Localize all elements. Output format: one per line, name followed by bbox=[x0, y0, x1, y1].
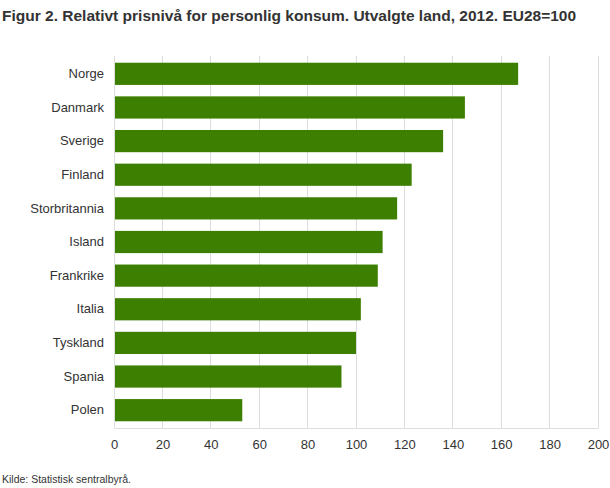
bar bbox=[114, 332, 356, 354]
x-axis: 0 20 40 60 80 100 120 140 160 180 200 bbox=[111, 428, 609, 452]
tick-label: Spania bbox=[64, 369, 105, 384]
tick-label: Island bbox=[69, 234, 104, 249]
tick: 180 bbox=[539, 428, 561, 452]
axis-line bbox=[114, 57, 115, 429]
tick-label: Polen bbox=[71, 402, 104, 417]
tick-label: 60 bbox=[252, 437, 266, 452]
bar bbox=[114, 197, 397, 219]
tick-label: 140 bbox=[442, 437, 464, 452]
tick-label: 160 bbox=[491, 437, 513, 452]
tick: Polen bbox=[71, 402, 114, 417]
tick-label: 100 bbox=[346, 437, 368, 452]
bar bbox=[114, 96, 465, 118]
grid-line bbox=[549, 56, 550, 428]
tick-label: Danmark bbox=[51, 100, 104, 115]
tick-label: Finland bbox=[61, 167, 104, 182]
tick: Norge bbox=[69, 66, 114, 81]
grid-line bbox=[501, 56, 502, 428]
tick: Danmark bbox=[51, 100, 114, 115]
tick: 160 bbox=[491, 428, 513, 452]
source: Kilde: Statistisk sentralbyrå. bbox=[2, 473, 131, 485]
tick-label: 200 bbox=[588, 437, 610, 452]
tick-label: Tyskland bbox=[53, 335, 104, 350]
tick: 100 bbox=[346, 428, 368, 452]
tick: 20 bbox=[156, 428, 170, 452]
tick: Italia bbox=[77, 301, 114, 316]
tick-label: 120 bbox=[394, 437, 416, 452]
bar bbox=[114, 365, 341, 387]
tick: 120 bbox=[394, 428, 416, 452]
chart: Figur 2. Relativt prisnivå for personlig… bbox=[0, 0, 610, 488]
tick: Sverige bbox=[60, 133, 114, 148]
tick-label: Norge bbox=[69, 66, 104, 81]
tick: 40 bbox=[204, 428, 218, 452]
bar bbox=[114, 399, 242, 421]
tick: 0 bbox=[111, 428, 118, 452]
grid-line bbox=[598, 56, 599, 428]
tick: Spania bbox=[64, 369, 114, 384]
tick: Storbritannia bbox=[30, 201, 114, 216]
tick: Frankrike bbox=[50, 268, 114, 283]
tick-label: 0 bbox=[111, 437, 118, 452]
tick-label: Frankrike bbox=[50, 268, 104, 283]
tick: Island bbox=[69, 234, 114, 249]
tick: 80 bbox=[301, 428, 315, 452]
tick: Finland bbox=[61, 167, 114, 182]
bar bbox=[114, 298, 361, 320]
tick: 60 bbox=[252, 428, 266, 452]
tick-label: Storbritannia bbox=[30, 201, 104, 216]
y-axis: Norge Danmark Sverige Finland Storbritannia I… bbox=[30, 57, 114, 429]
bars bbox=[114, 63, 518, 422]
bar bbox=[114, 231, 383, 253]
bar bbox=[114, 164, 412, 186]
tick-label: 40 bbox=[204, 437, 218, 452]
bar bbox=[114, 130, 443, 152]
plot: 0 20 40 60 80 100 120 140 160 180 200 Norge Danmark S… bbox=[30, 56, 609, 452]
tick-label: 80 bbox=[301, 437, 315, 452]
tick: 140 bbox=[442, 428, 464, 452]
grid bbox=[114, 56, 598, 428]
tick-label: Sverige bbox=[60, 133, 104, 148]
grid-line bbox=[114, 56, 115, 428]
bar bbox=[114, 265, 378, 287]
tick-label: 180 bbox=[539, 437, 561, 452]
tick: 200 bbox=[588, 428, 610, 452]
tick-label: 20 bbox=[156, 437, 170, 452]
bar bbox=[114, 63, 518, 85]
tick: Tyskland bbox=[53, 335, 114, 350]
tick-label: Italia bbox=[77, 301, 105, 316]
title: Figur 2. Relativt prisnivå for personlig… bbox=[2, 7, 576, 24]
axis-line bbox=[115, 428, 599, 429]
